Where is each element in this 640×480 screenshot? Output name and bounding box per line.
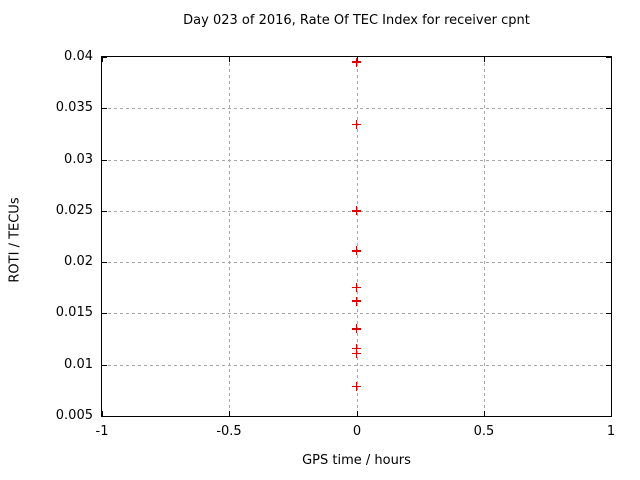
y-tick-mark <box>606 313 611 314</box>
y-tick-mark <box>102 313 107 314</box>
x-axis-label: GPS time / hours <box>302 453 411 468</box>
gridline-vertical <box>484 57 485 416</box>
data-point-marker <box>352 343 361 353</box>
gridline-horizontal <box>102 262 611 263</box>
y-tick-mark <box>102 211 107 212</box>
data-point-marker <box>352 348 361 358</box>
x-tick-mark <box>102 57 103 62</box>
data-point-marker <box>352 381 361 391</box>
y-tick-mark <box>102 365 107 366</box>
y-tick-mark <box>102 108 107 109</box>
x-tick-mark <box>611 57 612 62</box>
y-tick-label: 0.015 <box>55 305 93 320</box>
x-tick-mark <box>229 411 230 416</box>
x-tick-mark <box>484 411 485 416</box>
x-tick-mark <box>357 57 358 62</box>
x-tick-mark <box>102 411 103 416</box>
plot-area <box>101 56 612 417</box>
y-tick-label: 0.025 <box>55 203 93 218</box>
y-tick-mark <box>606 160 611 161</box>
gridline-horizontal <box>102 160 611 161</box>
y-tick-mark <box>102 416 107 417</box>
chart-title: Day 023 of 2016, Rate Of TEC Index for r… <box>183 13 530 28</box>
x-tick-mark <box>484 57 485 62</box>
data-point-marker <box>352 283 361 293</box>
gridline-horizontal <box>102 365 611 366</box>
data-point-marker <box>352 324 361 334</box>
gridline-horizontal <box>102 108 611 109</box>
data-point-marker <box>352 296 361 306</box>
x-tick-mark <box>357 411 358 416</box>
x-tick-label: 1 <box>606 424 616 439</box>
y-tick-label: 0.01 <box>64 357 93 372</box>
x-tick-mark <box>611 411 612 416</box>
y-tick-mark <box>606 416 611 417</box>
x-tick-label: 0 <box>352 424 362 439</box>
data-point-marker <box>352 57 361 67</box>
y-tick-mark <box>102 160 107 161</box>
y-tick-mark <box>606 365 611 366</box>
x-tick-label: -1 <box>95 424 109 439</box>
gridline-horizontal <box>102 313 611 314</box>
y-tick-label: 0.02 <box>64 254 93 269</box>
data-point-marker <box>352 246 361 256</box>
y-tick-label: 0.035 <box>55 100 93 115</box>
y-tick-mark <box>606 57 611 58</box>
gridline-vertical <box>229 57 230 416</box>
y-tick-mark <box>606 262 611 263</box>
y-tick-mark <box>606 108 611 109</box>
y-tick-label: 0.03 <box>64 152 93 167</box>
data-point-marker <box>352 206 361 216</box>
data-point-marker <box>352 120 361 130</box>
x-tick-mark <box>229 57 230 62</box>
y-tick-mark <box>606 211 611 212</box>
y-tick-label: 0.005 <box>55 408 93 423</box>
x-tick-label: 0.5 <box>473 424 495 439</box>
y-tick-mark <box>102 262 107 263</box>
gridline-vertical <box>357 57 358 416</box>
y-tick-mark <box>102 57 107 58</box>
y-tick-label: 0.04 <box>64 49 93 64</box>
x-tick-label: -0.5 <box>216 424 242 439</box>
